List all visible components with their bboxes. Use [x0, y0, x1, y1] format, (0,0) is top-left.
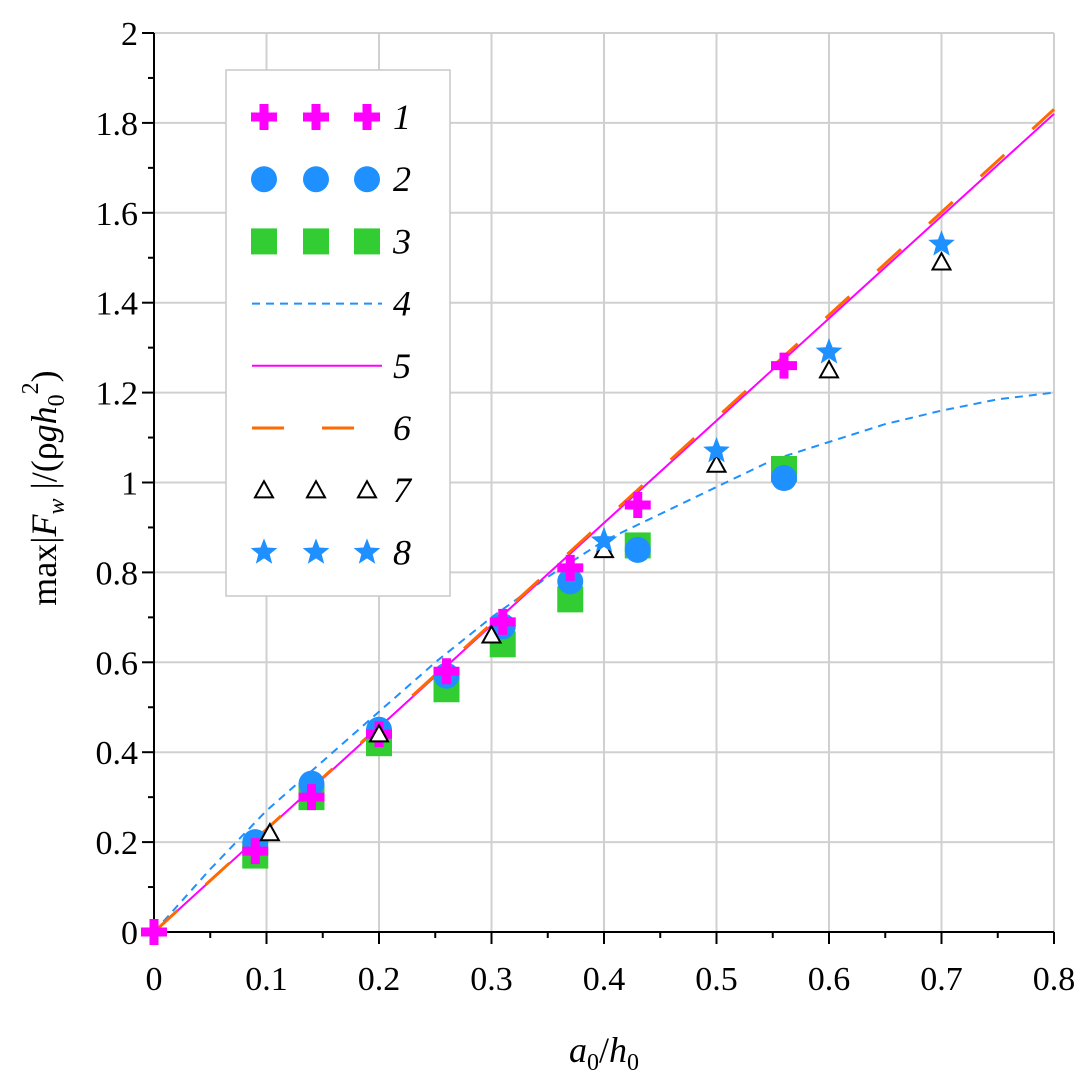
legend-symbol-8: [302, 538, 330, 564]
series-1-point: [771, 352, 797, 379]
legend-symbol-3: [251, 228, 277, 255]
legend-symbol-7: [305, 479, 327, 499]
legend-symbol-8: [250, 538, 278, 564]
legend-label-2: 2: [393, 159, 411, 199]
series-markers: [141, 230, 955, 945]
series-8-point: [815, 338, 843, 364]
legend-label-8: 8: [393, 532, 411, 572]
y-tick-label: 2: [121, 16, 138, 53]
series-1-point: [624, 491, 651, 518]
legend-symbol-1: [354, 104, 380, 130]
legend-symbol-2: [303, 166, 329, 193]
x-tick-label: 0.3: [470, 961, 513, 998]
legend-symbol-7: [356, 479, 378, 499]
series-2-point: [771, 465, 797, 492]
legend-label-3: 3: [392, 221, 411, 261]
series-7-point: [818, 359, 840, 379]
y-tick-label: 0.4: [96, 735, 139, 772]
legend-symbol-2: [251, 166, 277, 193]
axes: [142, 32, 1055, 944]
series-7-point: [368, 723, 390, 743]
y-tick-label: 0.6: [96, 645, 139, 682]
series-7-point: [705, 453, 728, 473]
series-1-point: [557, 554, 584, 581]
series-2-point: [557, 568, 584, 595]
legend-symbol-8: [353, 538, 381, 564]
y-tick-label: 1.4: [96, 286, 139, 323]
legend-box: [225, 69, 451, 597]
tick-labels: 0 0.2 0.4 0.6 0.8 1 1.2 1.4 1.6 1.8 2 0 0.1 0.2 0.3 0.4…: [96, 16, 1076, 998]
legend-entry-8: 8: [250, 532, 411, 572]
series-7-point: [480, 624, 503, 644]
legend-entry-6: 6: [252, 408, 411, 448]
series-1-point: [489, 608, 516, 635]
y-axis-title: max|Fw |/(ρgh02): [18, 370, 70, 605]
y-tick-label: 1.6: [96, 196, 139, 233]
series-1-point: [298, 784, 325, 811]
legend-label-4: 4: [393, 284, 411, 324]
legend-entry-4: 4: [252, 284, 411, 324]
legend-label-5: 5: [393, 346, 411, 386]
x-tick-label: 0: [146, 961, 163, 998]
legend-symbol-2: [354, 166, 380, 193]
x-tick-label: 0.6: [808, 961, 851, 998]
series-1-point: [433, 658, 460, 685]
x-tick-label: 0.4: [583, 961, 626, 998]
legend-entry-1: 1: [251, 97, 411, 137]
legend-symbol-3: [354, 228, 380, 255]
y-tick-label: 1.8: [96, 106, 139, 143]
x-axis-title: a0/h0: [569, 1030, 639, 1076]
legend-entry-5: 5: [252, 346, 411, 386]
x-tick-label: 0.8: [1033, 961, 1076, 998]
y-tick-label: 1: [121, 466, 138, 503]
y-tick-label: 0.8: [96, 555, 139, 592]
series-2-point: [624, 536, 651, 563]
legend-label-6: 6: [393, 408, 411, 448]
x-tick-label: 0.1: [245, 961, 288, 998]
legend-entry-3: 3: [251, 221, 411, 261]
series-8-point: [928, 230, 955, 256]
series-1-point: [242, 838, 269, 865]
legend-label-7: 7: [393, 470, 413, 510]
y-tick-label: 1.2: [96, 376, 139, 413]
series-7-point: [930, 251, 953, 271]
series-2-point: [298, 770, 325, 797]
legend-symbol-1: [251, 104, 277, 130]
series-8-point: [590, 526, 618, 553]
y-tick-label: 0: [121, 915, 138, 952]
legend-entry-7: 7: [253, 470, 413, 510]
legend: 1 2 3 4 5 6 7 8: [225, 69, 451, 597]
x-tick-label: 0.5: [695, 961, 738, 998]
legend-symbol-1: [303, 104, 329, 130]
y-tick-label: 0.2: [96, 825, 139, 862]
series-8-point: [703, 437, 730, 463]
x-tick-label: 0.7: [920, 961, 963, 998]
series-1-point: [141, 919, 167, 945]
x-tick-label: 0.2: [358, 961, 401, 998]
series-7-point: [259, 822, 281, 842]
legend-label-1: 1: [393, 97, 411, 137]
legend-entry-2: 2: [251, 159, 411, 199]
legend-symbol-3: [303, 228, 329, 255]
legend-symbol-7: [253, 479, 275, 499]
